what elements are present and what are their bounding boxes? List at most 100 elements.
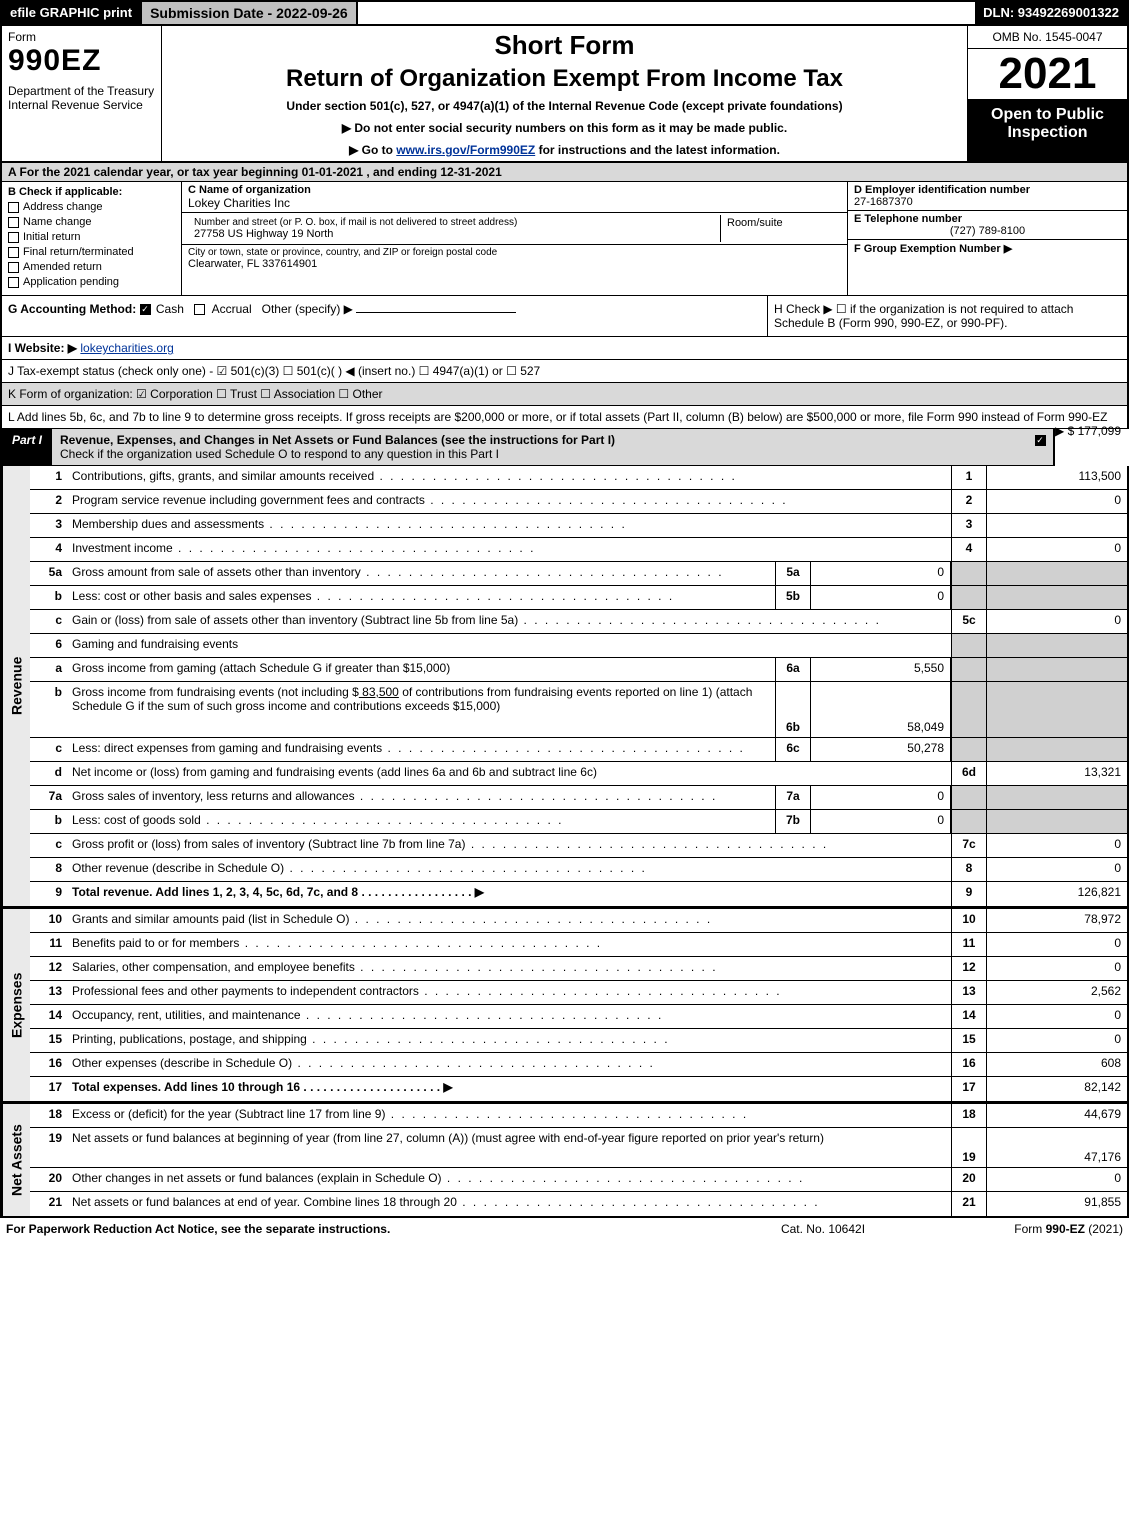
ein-row: D Employer identification number 27-1687… xyxy=(848,182,1127,211)
footer-center: Cat. No. 10642I xyxy=(723,1222,923,1236)
line-21: 21 Net assets or fund balances at end of… xyxy=(30,1192,1127,1216)
chk-amended-return[interactable]: Amended return xyxy=(8,261,175,273)
tax-exempt-text: J Tax-exempt status (check only one) - ☑… xyxy=(8,364,540,378)
line-7b: b Less: cost of goods sold 7b 0 xyxy=(30,810,1127,834)
line-7c: c Gross profit or (loss) from sales of i… xyxy=(30,834,1127,858)
line-5c: c Gain or (loss) from sale of assets oth… xyxy=(30,610,1127,634)
line-15: 15 Printing, publications, postage, and … xyxy=(30,1029,1127,1053)
top-bar: efile GRAPHIC print Submission Date - 20… xyxy=(0,0,1129,26)
form-org-row: K Form of organization: ☑ Corporation ☐ … xyxy=(0,383,1129,406)
revenue-side-label: Revenue xyxy=(2,466,30,906)
part-1-badge: Part I xyxy=(2,429,52,465)
line-6b: b Gross income from fundraising events (… xyxy=(30,682,1127,738)
col-b: B Check if applicable: Address change Na… xyxy=(2,182,182,295)
entity-info-block: B Check if applicable: Address change Na… xyxy=(0,182,1129,296)
gh-row: G Accounting Method: ✓ Cash Accrual Othe… xyxy=(0,296,1129,337)
website-link[interactable]: lokeycharities.org xyxy=(80,341,173,355)
org-name-label: C Name of organization xyxy=(188,184,841,196)
tax-year: 2021 xyxy=(968,49,1127,100)
line-l-text: L Add lines 5b, 6c, and 7b to line 9 to … xyxy=(8,410,1107,424)
title-block: Short Form Return of Organization Exempt… xyxy=(162,26,967,161)
form-label: Form xyxy=(8,30,155,44)
revenue-section: Revenue 1 Contributions, gifts, grants, … xyxy=(2,466,1127,907)
form-number: 990EZ xyxy=(8,44,155,78)
line-16: 16 Other expenses (describe in Schedule … xyxy=(30,1053,1127,1077)
phone-row: E Telephone number (727) 789-8100 xyxy=(848,211,1127,240)
line-6c: c Less: direct expenses from gaming and … xyxy=(30,738,1127,762)
phone-value: (727) 789-8100 xyxy=(854,225,1121,237)
org-name-row: C Name of organization Lokey Charities I… xyxy=(182,182,847,213)
city-state-zip: Clearwater, FL 337614901 xyxy=(188,258,841,270)
group-exemption-row: F Group Exemption Number ▶ xyxy=(848,240,1127,295)
right-header-block: OMB No. 1545-0047 2021 Open to Public In… xyxy=(967,26,1127,161)
part-1-grid: Revenue 1 Contributions, gifts, grants, … xyxy=(0,466,1129,1217)
col-def: D Employer identification number 27-1687… xyxy=(847,182,1127,295)
dept-label: Department of the Treasury Internal Reve… xyxy=(8,84,155,112)
ein-value: 27-1687370 xyxy=(854,196,1121,208)
form-org-text: K Form of organization: ☑ Corporation ☐ … xyxy=(8,387,383,401)
return-title: Return of Organization Exempt From Incom… xyxy=(170,65,959,93)
footer-right: Form 990-EZ (2021) xyxy=(923,1222,1123,1236)
ein-label: D Employer identification number xyxy=(854,184,1121,196)
line-3: 3 Membership dues and assessments 3 xyxy=(30,514,1127,538)
col-b-header: B Check if applicable: xyxy=(8,186,175,198)
chk-initial-return[interactable]: Initial return xyxy=(8,231,175,243)
footer-left: For Paperwork Reduction Act Notice, see … xyxy=(6,1222,723,1236)
inst2-post: for instructions and the latest informat… xyxy=(535,143,780,157)
net-assets-side-label: Net Assets xyxy=(2,1104,30,1216)
instruction-1: ▶ Do not enter social security numbers o… xyxy=(170,121,959,135)
line-8: 8 Other revenue (describe in Schedule O)… xyxy=(30,858,1127,882)
open-public-badge: Open to Public Inspection xyxy=(968,100,1127,161)
line-5b: b Less: cost or other basis and sales ex… xyxy=(30,586,1127,610)
line-6d: d Net income or (loss) from gaming and f… xyxy=(30,762,1127,786)
chk-application-pending[interactable]: Application pending xyxy=(8,276,175,288)
line-a: A For the 2021 calendar year, or tax yea… xyxy=(0,163,1129,182)
line-1: 1 Contributions, gifts, grants, and simi… xyxy=(30,466,1127,490)
group-exemption-label: F Group Exemption Number ▶ xyxy=(854,243,1012,255)
net-assets-section: Net Assets 18 Excess or (deficit) for th… xyxy=(2,1102,1127,1216)
expenses-section: Expenses 10 Grants and similar amounts p… xyxy=(2,907,1127,1102)
instruction-2: ▶ Go to www.irs.gov/Form990EZ for instru… xyxy=(170,143,959,157)
line-4: 4 Investment income 4 0 xyxy=(30,538,1127,562)
website-row: I Website: ▶ lokeycharities.org xyxy=(0,337,1129,360)
part-1-check: ✓ xyxy=(1029,429,1053,465)
line-l-amount: ▶ $ 177,099 xyxy=(1055,424,1121,438)
chk-final-return[interactable]: Final return/terminated xyxy=(8,246,175,258)
short-form-title: Short Form xyxy=(170,30,959,61)
city-label: City or town, state or province, country… xyxy=(188,247,841,258)
tax-exempt-row: J Tax-exempt status (check only one) - ☑… xyxy=(0,360,1129,383)
line-6a: a Gross income from gaming (attach Sched… xyxy=(30,658,1127,682)
expenses-side-label: Expenses xyxy=(2,909,30,1101)
line-11: 11 Benefits paid to or for members 11 0 xyxy=(30,933,1127,957)
website-label: I Website: ▶ xyxy=(8,341,77,355)
address-row: Number and street (or P. O. box, if mail… xyxy=(182,213,847,245)
line-12: 12 Salaries, other compensation, and emp… xyxy=(30,957,1127,981)
accounting-method: G Accounting Method: ✓ Cash Accrual Othe… xyxy=(2,296,767,336)
chk-address-change[interactable]: Address change xyxy=(8,201,175,213)
col-c: C Name of organization Lokey Charities I… xyxy=(182,182,847,295)
chk-name-change[interactable]: Name change xyxy=(8,216,175,228)
efile-print-button[interactable]: efile GRAPHIC print xyxy=(2,2,140,24)
addr-label: Number and street (or P. O. box, if mail… xyxy=(194,217,714,228)
irs-link[interactable]: www.irs.gov/Form990EZ xyxy=(396,143,535,157)
org-name: Lokey Charities Inc xyxy=(188,196,841,210)
street-address: 27758 US Highway 19 North xyxy=(194,228,714,240)
line-10: 10 Grants and similar amounts paid (list… xyxy=(30,909,1127,933)
omb-number: OMB No. 1545-0047 xyxy=(968,26,1127,49)
line-l: L Add lines 5b, 6c, and 7b to line 9 to … xyxy=(0,406,1129,429)
line-19: 19 Net assets or fund balances at beginn… xyxy=(30,1128,1127,1168)
line-14: 14 Occupancy, rent, utilities, and maint… xyxy=(30,1005,1127,1029)
form-header: Form 990EZ Department of the Treasury In… xyxy=(0,26,1129,163)
part-1-title: Revenue, Expenses, and Changes in Net As… xyxy=(52,429,1029,465)
line-6: 6 Gaming and fundraising events xyxy=(30,634,1127,658)
line-20: 20 Other changes in net assets or fund b… xyxy=(30,1168,1127,1192)
line-7a: 7a Gross sales of inventory, less return… xyxy=(30,786,1127,810)
room-suite: Room/suite xyxy=(721,215,841,242)
city-row: City or town, state or province, country… xyxy=(182,245,847,295)
line-13: 13 Professional fees and other payments … xyxy=(30,981,1127,1005)
line-2: 2 Program service revenue including gove… xyxy=(30,490,1127,514)
line-5a: 5a Gross amount from sale of assets othe… xyxy=(30,562,1127,586)
dln-label: DLN: 93492269001322 xyxy=(975,2,1127,24)
line-18: 18 Excess or (deficit) for the year (Sub… xyxy=(30,1104,1127,1128)
submission-date: Submission Date - 2022-09-26 xyxy=(140,2,358,24)
